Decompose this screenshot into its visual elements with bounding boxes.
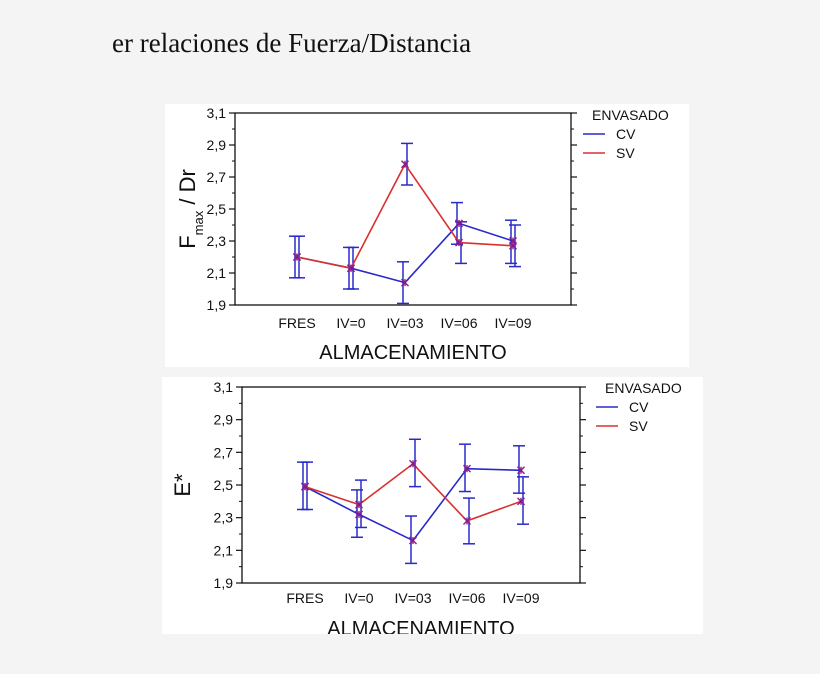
x-tick-label: IV=06 (449, 590, 486, 606)
x-tick-label: IV=0 (336, 315, 365, 331)
series-line-sv (304, 462, 522, 522)
chart-panel-estar: 1,9 2,1 2,3 2,5 2,7 2,9 3,1 FRES IV=0 IV=03 IV=06 I… (162, 377, 703, 634)
data-point-cv (517, 466, 525, 475)
y-tick-label: 2,5 (214, 477, 234, 493)
x-axis-label: ALMACENAMIENTO (327, 618, 514, 634)
legend-label-cv: CV (616, 126, 636, 142)
y-tick-label: 2,9 (214, 412, 234, 428)
y-axis-label-main: E* (170, 473, 195, 497)
chart-e-star: 1,9 2,1 2,3 2,5 2,7 2,9 3,1 FRES IV=0 IV=03 IV=06 I… (170, 379, 682, 634)
y-axis-label: E* (170, 473, 195, 497)
y-tick-label: 2,5 (207, 201, 227, 217)
data-point-sv (455, 238, 463, 247)
data-point-cv (455, 219, 463, 228)
x-tick-label: IV=0 (344, 590, 373, 606)
chart-fmax-dr: 1,9 2,1 2,3 2,5 2,7 2,9 3,1 FRES IV=0 IV=03 IV=06 I… (175, 105, 669, 364)
y-tick-label: 1,9 (214, 575, 234, 591)
x-tick-label: IV=03 (395, 590, 432, 606)
x-tick-label: IV=09 (503, 590, 540, 606)
y-tick-label: 2,1 (207, 265, 227, 281)
data-point-sv (509, 241, 517, 250)
data-point-cv (355, 510, 363, 519)
y-tick-label: 1,9 (207, 297, 227, 313)
y-axis-label: Fmax / Dr (175, 169, 206, 249)
data-point-sv (409, 459, 417, 468)
data-point-sv (463, 516, 471, 525)
x-tick-label: IV=03 (387, 315, 424, 331)
y-tick-label: 2,7 (214, 444, 234, 460)
y-axis-label-sub: max (191, 210, 206, 235)
data-point-sv (355, 500, 363, 509)
page-heading: er relaciones de Fuerza/Distancia (112, 28, 472, 58)
y-tick-label: 3,1 (214, 379, 234, 395)
y-tick-label: 2,3 (214, 510, 234, 526)
x-tick-label: FRES (278, 315, 315, 331)
legend-label-sv: SV (629, 418, 648, 434)
y-axis-label-main: F (175, 235, 200, 248)
x-tick-label: FRES (286, 590, 323, 606)
x-tick-label: IV=09 (495, 315, 532, 331)
legend-title: ENVASADO (592, 107, 669, 123)
y-axis-label-rest: / Dr (175, 169, 200, 211)
data-point-cv (401, 278, 409, 287)
data-point-cv (463, 464, 471, 473)
legend-label-sv: SV (616, 145, 635, 161)
y-tick-label: 2,1 (214, 542, 234, 558)
series-line-sv (296, 162, 514, 270)
data-point-sv (293, 253, 301, 261)
data-point-sv (301, 482, 309, 491)
data-point-sv (401, 160, 409, 169)
x-tick-label: IV=06 (441, 315, 478, 331)
data-point-sv (517, 497, 525, 506)
data-point-sv (347, 264, 355, 273)
y-tick-label: 2,3 (207, 233, 227, 249)
series-line-cv (304, 467, 522, 542)
legend-label-cv: CV (629, 399, 649, 415)
data-point-cv (409, 536, 417, 545)
y-tick-label: 2,9 (207, 137, 227, 153)
series-line-cv (296, 222, 514, 284)
y-tick-label: 2,7 (207, 169, 227, 185)
chart-panel-fmax: 1,9 2,1 2,3 2,5 2,7 2,9 3,1 FRES IV=0 IV=03 IV=06 I… (165, 104, 689, 367)
y-tick-label: 3,1 (207, 105, 227, 121)
legend-title: ENVASADO (605, 380, 682, 396)
x-axis-label: ALMACENAMIENTO (319, 342, 506, 364)
